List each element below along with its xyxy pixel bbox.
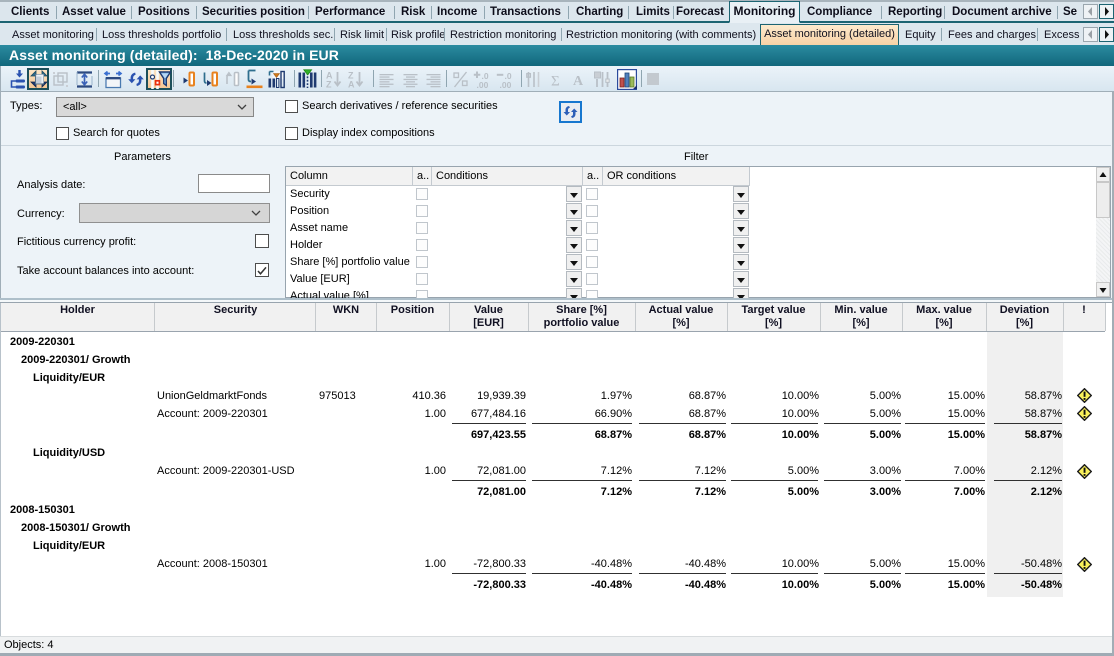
svg-text:A: A (573, 74, 584, 89)
svg-text:A: A (348, 80, 355, 90)
svg-text:.00: .00 (477, 80, 489, 89)
svg-text:.0: .0 (505, 71, 512, 81)
svg-text:A: A (326, 71, 333, 81)
svg-text:.0: .0 (482, 71, 489, 81)
svg-text:Z: Z (326, 80, 332, 90)
svg-text:.00: .00 (500, 80, 512, 89)
svg-text:Z: Z (348, 71, 354, 81)
svg-text:Σ: Σ (551, 74, 560, 90)
